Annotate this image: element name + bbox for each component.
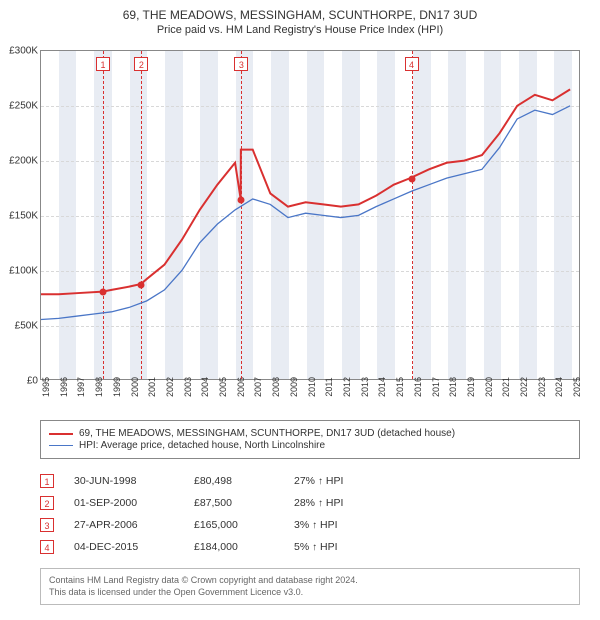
legend-row-red: 69, THE MEADOWS, MESSINGHAM, SCUNTHORPE,…	[49, 428, 571, 439]
ytick-label: £150K	[3, 211, 38, 222]
event-num-box: 2	[40, 496, 54, 510]
event-num-box: 4	[40, 540, 54, 554]
ytick-label: £100K	[3, 266, 38, 277]
event-point-marker	[238, 196, 245, 203]
event-price: £184,000	[194, 541, 294, 553]
xtick-label: 2013	[360, 377, 370, 397]
event-point-marker	[138, 281, 145, 288]
events-table: 1 30-JUN-1998£80,49827% ↑ HPI 2 01-SEP-2000…	[40, 470, 580, 558]
xtick-label: 1999	[112, 377, 122, 397]
legend-swatch-blue	[49, 445, 73, 446]
event-date: 01-SEP-2000	[74, 497, 194, 509]
event-price: £87,500	[194, 497, 294, 509]
event-num-box: 3	[40, 518, 54, 532]
event-point-marker	[99, 289, 106, 296]
xtick-label: 2019	[466, 377, 476, 397]
footer-box: Contains HM Land Registry data © Crown c…	[40, 568, 580, 605]
xtick-label: 2000	[130, 377, 140, 397]
xtick-label: 2004	[200, 377, 210, 397]
up-arrow-icon: ↑	[312, 520, 317, 531]
legend-row-blue: HPI: Average price, detached house, Nort…	[49, 440, 571, 451]
legend-label-blue: HPI: Average price, detached house, Nort…	[79, 440, 325, 451]
title-address: 69, THE MEADOWS, MESSINGHAM, SCUNTHORPE,…	[10, 8, 590, 22]
chart-area: £0£50K£100K£150K£200K£250K£300K199519961…	[40, 50, 580, 380]
event-price: £165,000	[194, 519, 294, 531]
xtick-label: 1996	[59, 377, 69, 397]
event-marker-box: 1	[96, 57, 110, 71]
event-row: 4 04-DEC-2015£184,0005% ↑ HPI	[40, 536, 580, 558]
xtick-label: 2002	[165, 377, 175, 397]
event-price: £80,498	[194, 475, 294, 487]
up-arrow-icon: ↑	[318, 476, 323, 487]
event-date: 04-DEC-2015	[74, 541, 194, 553]
xtick-label: 2008	[271, 377, 281, 397]
event-pct: 27% ↑ HPI	[294, 475, 414, 487]
ytick-label: £200K	[3, 156, 38, 167]
legend-swatch-red	[49, 433, 73, 435]
xtick-label: 2010	[307, 377, 317, 397]
footer-line1: Contains HM Land Registry data © Crown c…	[49, 575, 571, 587]
event-marker-box: 3	[234, 57, 248, 71]
page-container: 69, THE MEADOWS, MESSINGHAM, SCUNTHORPE,…	[0, 0, 600, 620]
xtick-label: 2020	[484, 377, 494, 397]
event-marker-box: 4	[405, 57, 419, 71]
up-arrow-icon: ↑	[312, 542, 317, 553]
event-row: 2 01-SEP-2000£87,50028% ↑ HPI	[40, 492, 580, 514]
legend-label-red: 69, THE MEADOWS, MESSINGHAM, SCUNTHORPE,…	[79, 428, 455, 439]
up-arrow-icon: ↑	[318, 498, 323, 509]
xtick-label: 2025	[572, 377, 582, 397]
event-marker-box: 2	[134, 57, 148, 71]
xtick-label: 2017	[431, 377, 441, 397]
series-red	[41, 89, 570, 294]
chart-svg	[41, 51, 579, 380]
legend-box: 69, THE MEADOWS, MESSINGHAM, SCUNTHORPE,…	[40, 420, 580, 459]
xtick-label: 2005	[218, 377, 228, 397]
xtick-label: 1997	[76, 377, 86, 397]
ytick-label: £0	[3, 376, 38, 387]
xtick-label: 2001	[147, 377, 157, 397]
event-num-box: 1	[40, 474, 54, 488]
event-pct: 3% ↑ HPI	[294, 519, 414, 531]
xtick-label: 2024	[554, 377, 564, 397]
xtick-label: 2022	[519, 377, 529, 397]
event-date: 27-APR-2006	[74, 519, 194, 531]
ytick-label: £250K	[3, 101, 38, 112]
xtick-label: 2021	[501, 377, 511, 397]
event-pct: 5% ↑ HPI	[294, 541, 414, 553]
xtick-label: 2011	[324, 377, 334, 396]
title-subtitle: Price paid vs. HM Land Registry's House …	[10, 24, 590, 36]
event-row: 1 30-JUN-1998£80,49827% ↑ HPI	[40, 470, 580, 492]
xtick-label: 2023	[537, 377, 547, 397]
xtick-label: 2007	[253, 377, 263, 397]
event-date: 30-JUN-1998	[74, 475, 194, 487]
xtick-label: 2009	[289, 377, 299, 397]
xtick-label: 2015	[395, 377, 405, 397]
xtick-label: 2012	[342, 377, 352, 397]
footer-line2: This data is licensed under the Open Gov…	[49, 587, 571, 599]
title-block: 69, THE MEADOWS, MESSINGHAM, SCUNTHORPE,…	[0, 0, 600, 40]
xtick-label: 1998	[94, 377, 104, 397]
event-point-marker	[408, 175, 415, 182]
xtick-label: 2014	[377, 377, 387, 397]
event-row: 3 27-APR-2006£165,0003% ↑ HPI	[40, 514, 580, 536]
xtick-label: 2018	[448, 377, 458, 397]
ytick-label: £50K	[3, 321, 38, 332]
xtick-label: 2003	[183, 377, 193, 397]
event-pct: 28% ↑ HPI	[294, 497, 414, 509]
ytick-label: £300K	[3, 46, 38, 57]
xtick-label: 2006	[236, 377, 246, 397]
xtick-label: 1995	[41, 377, 51, 397]
xtick-label: 2016	[413, 377, 423, 397]
